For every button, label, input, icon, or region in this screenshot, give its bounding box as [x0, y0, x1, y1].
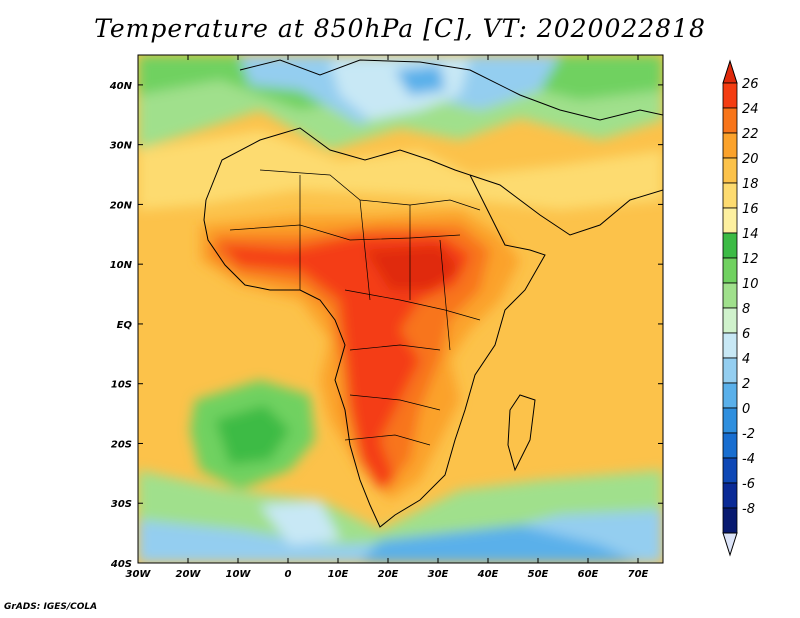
colorbar-segment	[722, 382, 738, 409]
colorbar-segment	[722, 232, 738, 259]
colorbar-segment	[722, 157, 738, 184]
colorbar-label: 4	[742, 352, 750, 367]
lat-tick-label: 40S	[110, 559, 132, 570]
lon-tick-label: 10E	[328, 569, 349, 580]
colorbar-label: 12	[742, 252, 759, 267]
colorbar-segment	[722, 357, 738, 384]
colorbar-segment	[722, 307, 738, 334]
borders	[229, 169, 481, 446]
lon-tick-label: 70E	[628, 569, 649, 580]
colorbar-segment	[722, 107, 738, 134]
colorbar-label: -2	[742, 427, 755, 442]
grads-credit: GrADS: IGES/COLA	[4, 602, 98, 612]
lat-tick-label: 10S	[111, 380, 132, 391]
colorbar-segment	[722, 332, 738, 359]
colorbar-segment	[722, 257, 738, 284]
colorbar-segment	[722, 182, 738, 209]
lon-tick-label: 20E	[378, 569, 399, 580]
colorbar-label: -8	[742, 502, 755, 517]
colorbar-label: 22	[742, 127, 759, 142]
colorbar-label: 20	[742, 152, 759, 167]
lat-tick-label: 30S	[111, 499, 132, 510]
temperature-field	[138, 55, 663, 563]
colorbar-label: 14	[742, 227, 759, 242]
lat-tick-label: 20N	[110, 200, 133, 211]
colorbar-label: 8	[742, 302, 750, 317]
lat-tick-label: 40N	[109, 81, 133, 92]
colorbar-segment	[722, 482, 738, 509]
lat-tick-label: 10N	[110, 260, 133, 271]
lon-tick-label: 50E	[528, 569, 549, 580]
colorbar-label: 24	[742, 102, 759, 117]
latitude-axis: 40N 30N 20N 10N EQ 10S 20S 30S 40S	[109, 81, 663, 570]
colorbar-label: 6	[742, 327, 750, 342]
lon-tick-label: 40E	[477, 569, 499, 580]
colorbar-label: -6	[742, 477, 755, 492]
colorbar-label: 2	[742, 377, 750, 392]
colorbar-bottom-arrow	[722, 532, 738, 557]
colorbar-segment	[722, 507, 738, 534]
colorbar-segment	[722, 282, 738, 309]
coastlines	[203, 59, 663, 528]
colorbar-label: 0	[742, 402, 750, 417]
colorbar-label: 18	[742, 177, 759, 192]
lon-tick-label: 60E	[578, 569, 599, 580]
colorbar-segment	[722, 82, 738, 109]
colorbar-label: 10	[742, 277, 759, 292]
lon-tick-label: 30E	[428, 569, 449, 580]
colorbar-label: -4	[742, 452, 755, 467]
colorbar-segment	[722, 132, 738, 159]
chart-title: Temperature at 850hPa [C], VT: 202002281…	[94, 14, 706, 43]
colorbar-top-arrow	[722, 59, 738, 84]
colorbar-label: 26	[742, 77, 759, 92]
lat-tick-label: 20S	[111, 439, 132, 450]
colorbar-segment	[722, 432, 738, 459]
lat-tick-label: EQ	[117, 320, 133, 331]
colorbar-segment	[722, 457, 738, 484]
lon-tick-label: 0	[285, 569, 292, 580]
colorbar-label: 16	[742, 202, 759, 217]
longitude-axis: 30W 20W 10W 0 10E 20E 30E 40E 50E 60E 70E	[126, 55, 649, 580]
colorbar-segment	[722, 407, 738, 434]
map-frame	[137, 54, 664, 564]
lat-tick-label: 30N	[110, 141, 133, 152]
lon-tick-label: 20W	[176, 569, 202, 580]
lon-tick-label: 30W	[126, 569, 152, 580]
colorbar-segment	[722, 207, 738, 234]
lon-tick-label: 10W	[226, 569, 252, 580]
